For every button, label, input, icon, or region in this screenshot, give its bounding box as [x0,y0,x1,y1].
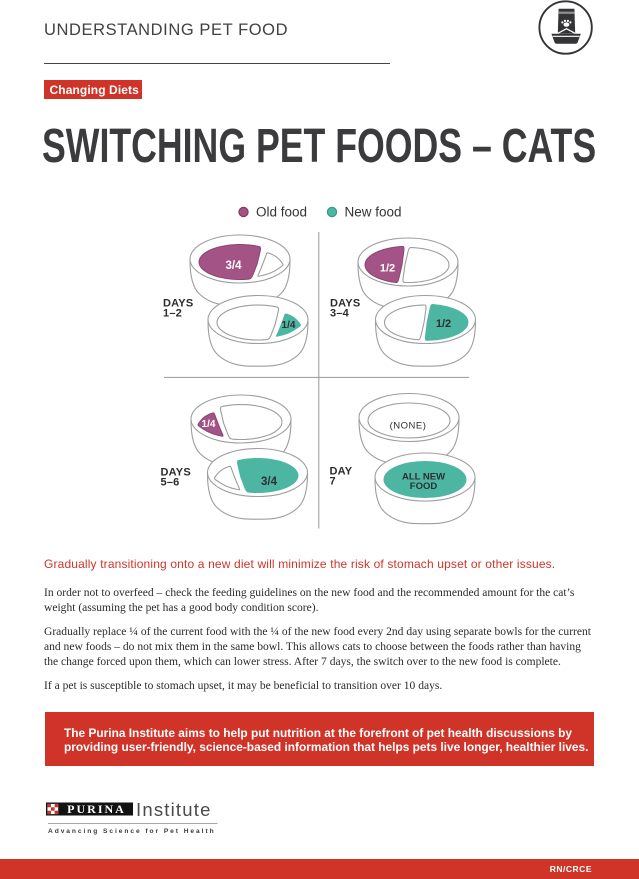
svg-text:1/4: 1/4 [202,419,216,430]
svg-text:ALL NEW: ALL NEW [402,472,445,483]
svg-text:PURINA: PURINA [67,802,126,816]
svg-text:Institute: Institute [136,799,212,820]
svg-text:DAYS: DAYS [163,298,193,310]
svg-text:Old food: Old food [256,205,307,220]
svg-text:3/4: 3/4 [261,476,278,488]
svg-text:1/2: 1/2 [380,263,395,275]
svg-text:DAY: DAY [330,466,353,478]
svg-text:5–6: 5–6 [161,477,180,489]
svg-text:Advancing Science for Pet Heal: Advancing Science for Pet Health [48,828,216,835]
svg-text:1/2: 1/2 [436,318,451,330]
svg-text:1/4: 1/4 [282,320,296,331]
svg-text:(NONE): (NONE) [390,421,427,432]
svg-text:DAYS: DAYS [330,298,360,310]
svg-text:1–2: 1–2 [163,308,182,320]
svg-text:New food: New food [345,205,402,220]
svg-text:FOOD: FOOD [410,481,438,492]
svg-text:7: 7 [330,476,336,488]
svg-text:3/4: 3/4 [226,260,243,272]
svg-text:3–4: 3–4 [330,308,350,320]
svg-text:DAYS: DAYS [161,467,191,479]
